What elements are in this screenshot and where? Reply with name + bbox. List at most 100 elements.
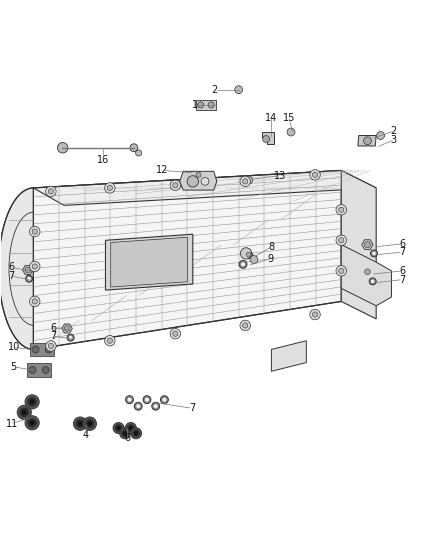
Circle shape bbox=[88, 422, 92, 426]
Circle shape bbox=[25, 395, 39, 409]
Circle shape bbox=[371, 280, 374, 283]
Circle shape bbox=[339, 238, 344, 243]
Circle shape bbox=[310, 309, 320, 320]
Circle shape bbox=[127, 398, 131, 402]
Polygon shape bbox=[358, 135, 376, 146]
Polygon shape bbox=[22, 265, 33, 274]
Circle shape bbox=[78, 422, 82, 426]
Circle shape bbox=[129, 426, 133, 430]
Circle shape bbox=[67, 334, 74, 341]
Circle shape bbox=[127, 425, 134, 431]
Text: 5: 5 bbox=[11, 362, 17, 372]
Circle shape bbox=[25, 275, 32, 282]
Circle shape bbox=[133, 430, 139, 437]
Polygon shape bbox=[362, 240, 373, 249]
Circle shape bbox=[113, 423, 124, 433]
Circle shape bbox=[115, 425, 122, 431]
Circle shape bbox=[117, 426, 120, 430]
Circle shape bbox=[25, 267, 31, 273]
Circle shape bbox=[287, 128, 295, 136]
Circle shape bbox=[48, 189, 53, 194]
Circle shape bbox=[107, 338, 113, 343]
Text: 7: 7 bbox=[399, 247, 406, 257]
Circle shape bbox=[364, 241, 371, 248]
Circle shape bbox=[235, 86, 243, 94]
Circle shape bbox=[134, 431, 138, 435]
Circle shape bbox=[312, 172, 318, 177]
Circle shape bbox=[105, 335, 115, 346]
Circle shape bbox=[198, 102, 204, 108]
Circle shape bbox=[74, 417, 87, 430]
Text: 2: 2 bbox=[391, 126, 397, 136]
Polygon shape bbox=[33, 171, 341, 350]
Text: 3: 3 bbox=[391, 135, 397, 145]
Polygon shape bbox=[272, 341, 306, 372]
Circle shape bbox=[25, 416, 39, 430]
Polygon shape bbox=[27, 364, 51, 376]
Circle shape bbox=[240, 320, 251, 330]
Polygon shape bbox=[244, 251, 253, 259]
Circle shape bbox=[240, 176, 251, 187]
Circle shape bbox=[372, 252, 376, 255]
Circle shape bbox=[126, 395, 134, 403]
Circle shape bbox=[336, 265, 346, 276]
Circle shape bbox=[364, 269, 371, 274]
Circle shape bbox=[246, 252, 251, 257]
Circle shape bbox=[145, 398, 149, 402]
Circle shape bbox=[173, 331, 178, 336]
Circle shape bbox=[143, 395, 151, 403]
Text: 6: 6 bbox=[399, 266, 406, 276]
Circle shape bbox=[245, 176, 253, 184]
Circle shape bbox=[136, 404, 140, 408]
Text: 7: 7 bbox=[190, 403, 196, 414]
Circle shape bbox=[377, 132, 385, 140]
Polygon shape bbox=[33, 171, 376, 205]
Text: 6: 6 bbox=[50, 322, 56, 333]
Circle shape bbox=[29, 367, 36, 374]
Circle shape bbox=[120, 428, 131, 439]
Polygon shape bbox=[111, 237, 187, 287]
Polygon shape bbox=[262, 132, 274, 144]
Circle shape bbox=[310, 169, 320, 180]
Circle shape bbox=[30, 421, 35, 425]
Circle shape bbox=[123, 431, 127, 435]
Circle shape bbox=[369, 278, 376, 285]
Circle shape bbox=[173, 183, 178, 188]
Circle shape bbox=[48, 343, 53, 349]
Circle shape bbox=[32, 299, 37, 304]
Circle shape bbox=[154, 404, 158, 408]
Polygon shape bbox=[0, 188, 33, 350]
Circle shape bbox=[28, 418, 36, 427]
Circle shape bbox=[69, 336, 72, 340]
Circle shape bbox=[134, 402, 142, 410]
Text: 4: 4 bbox=[83, 430, 89, 440]
Circle shape bbox=[32, 229, 37, 234]
Circle shape bbox=[243, 179, 248, 184]
Circle shape bbox=[46, 341, 56, 351]
Circle shape bbox=[17, 405, 32, 419]
Circle shape bbox=[152, 402, 159, 410]
Polygon shape bbox=[362, 267, 373, 276]
Circle shape bbox=[76, 419, 84, 428]
Text: 7: 7 bbox=[399, 274, 406, 285]
Polygon shape bbox=[62, 324, 72, 333]
Circle shape bbox=[30, 400, 35, 404]
Circle shape bbox=[42, 367, 49, 374]
Circle shape bbox=[86, 419, 94, 428]
Circle shape bbox=[162, 398, 166, 402]
Circle shape bbox=[20, 408, 28, 417]
Circle shape bbox=[201, 177, 209, 185]
Circle shape bbox=[364, 137, 371, 144]
Circle shape bbox=[187, 176, 198, 187]
Circle shape bbox=[371, 250, 378, 257]
Text: 14: 14 bbox=[265, 113, 278, 123]
Circle shape bbox=[125, 423, 136, 433]
Text: 11: 11 bbox=[6, 419, 18, 429]
Circle shape bbox=[240, 248, 252, 259]
Polygon shape bbox=[30, 343, 54, 356]
Circle shape bbox=[32, 264, 37, 269]
Text: 16: 16 bbox=[97, 155, 110, 165]
Circle shape bbox=[243, 323, 248, 328]
Text: 9: 9 bbox=[268, 254, 274, 264]
Circle shape bbox=[27, 277, 31, 280]
